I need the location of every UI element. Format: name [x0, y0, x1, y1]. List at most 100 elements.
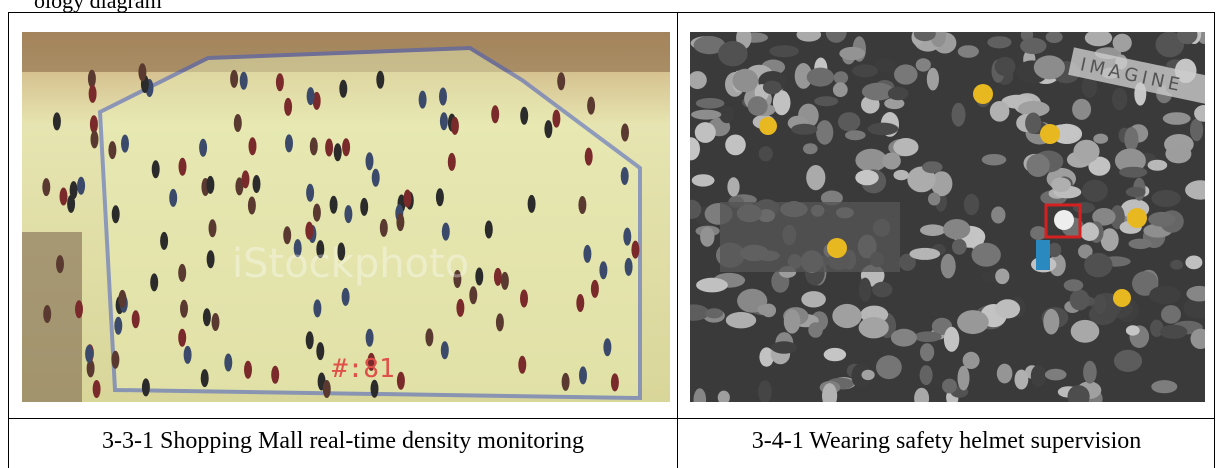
- person: [425, 328, 433, 346]
- person: [456, 299, 464, 317]
- rock: [1083, 361, 1097, 384]
- person: [485, 221, 493, 239]
- person: [419, 91, 427, 109]
- rock: [1072, 99, 1091, 120]
- rock: [868, 123, 899, 136]
- person: [206, 176, 214, 194]
- person: [591, 280, 599, 298]
- person: [562, 373, 570, 391]
- person: [203, 308, 211, 326]
- person: [75, 300, 83, 318]
- person: [150, 273, 158, 291]
- person: [334, 143, 342, 161]
- rock: [1080, 223, 1099, 241]
- row-divider: [8, 418, 1215, 419]
- person: [475, 268, 483, 286]
- person: [380, 219, 388, 237]
- person: [344, 205, 352, 223]
- person: [469, 286, 477, 304]
- person: [248, 197, 256, 215]
- rock: [1185, 256, 1202, 270]
- person: [313, 299, 321, 317]
- rock: [692, 174, 715, 186]
- person: [366, 152, 374, 170]
- person: [557, 72, 565, 90]
- person: [234, 114, 242, 132]
- rock: [920, 343, 934, 361]
- rock: [1112, 88, 1127, 110]
- person: [436, 188, 444, 206]
- rock: [957, 310, 989, 334]
- rock: [808, 322, 823, 338]
- rock: [916, 58, 931, 71]
- rock: [1043, 309, 1059, 335]
- rock: [748, 96, 768, 116]
- person: [111, 351, 119, 369]
- rock: [1148, 212, 1175, 227]
- rock: [771, 341, 797, 353]
- person: [339, 80, 347, 98]
- person: [491, 105, 499, 123]
- rock: [816, 120, 833, 145]
- rock: [859, 317, 889, 338]
- person: [284, 98, 292, 116]
- rock: [773, 90, 791, 115]
- person: [242, 170, 250, 188]
- person: [121, 135, 129, 153]
- person: [451, 117, 459, 135]
- person: [376, 71, 384, 89]
- person: [611, 373, 619, 391]
- person: [360, 198, 368, 216]
- person: [623, 228, 631, 246]
- rock: [700, 227, 714, 247]
- person: [201, 369, 209, 387]
- rock: [997, 364, 1013, 384]
- caption: 3-4-1 Wearing safety helmet supervision: [678, 428, 1215, 455]
- person: [42, 178, 50, 196]
- person: [114, 317, 122, 335]
- person: [441, 341, 449, 359]
- person: [209, 219, 217, 237]
- person: [501, 272, 509, 290]
- rock: [1151, 380, 1177, 393]
- person: [230, 70, 238, 88]
- rock: [1034, 55, 1065, 79]
- person: [285, 134, 293, 152]
- person: [528, 195, 536, 213]
- person: [366, 329, 374, 347]
- rock: [914, 331, 942, 342]
- rock: [1161, 305, 1181, 324]
- rock: [1071, 320, 1100, 343]
- rock: [927, 68, 939, 91]
- rock: [1148, 160, 1168, 171]
- rock: [801, 291, 826, 307]
- rock: [807, 68, 834, 87]
- rock: [894, 170, 909, 180]
- rock: [1031, 365, 1047, 387]
- rock: [891, 329, 917, 347]
- rock: [725, 135, 746, 156]
- mall-image: #:81 iStockphoto: [22, 32, 670, 402]
- person: [448, 153, 456, 171]
- person: [89, 85, 97, 103]
- person: [307, 87, 315, 105]
- rock: [941, 254, 956, 279]
- person: [152, 160, 160, 178]
- person: [397, 372, 405, 390]
- rock: [726, 312, 756, 328]
- person: [93, 380, 101, 398]
- person: [60, 188, 68, 206]
- rock: [958, 366, 970, 391]
- person: [88, 70, 96, 88]
- rock: [1026, 154, 1049, 177]
- person: [160, 232, 168, 250]
- person: [625, 258, 633, 276]
- rock: [1084, 253, 1112, 277]
- rock: [1082, 180, 1108, 202]
- column-divider: [677, 12, 678, 468]
- rock: [888, 87, 909, 101]
- rock: [758, 304, 774, 315]
- page: ology diagram #:81 iStockphoto IMAGINE 3…: [0, 0, 1223, 468]
- person: [138, 63, 146, 81]
- rock: [862, 370, 875, 380]
